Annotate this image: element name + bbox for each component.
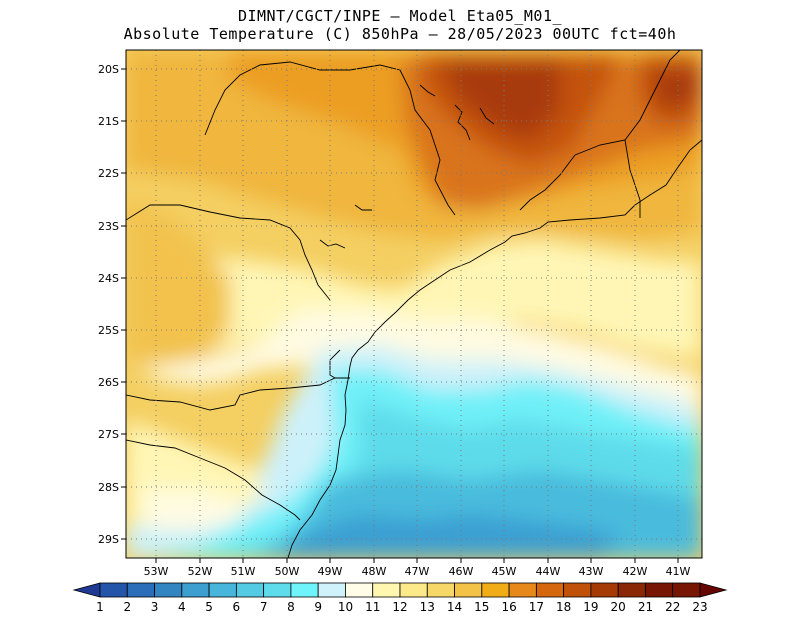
colorbar-swatch: [126, 582, 155, 598]
state-boundary: [574, 50, 681, 156]
colorbar-label: 16: [501, 600, 516, 614]
state-boundary: [329, 349, 341, 379]
state-boundary: [519, 154, 576, 211]
title-line-1: DIMNT/CGCT/INPE – Model Eta05_M01_: [237, 7, 563, 25]
state-boundary: [399, 69, 456, 216]
lon-label: 42W: [623, 565, 648, 578]
colorbar-swatch: [645, 582, 674, 598]
state-boundary: [126, 204, 331, 301]
colorbar-label: 13: [420, 600, 435, 614]
colorbar-swatch: [290, 582, 319, 598]
colorbar-swatch: [454, 582, 483, 598]
lon-label: 51W: [231, 565, 256, 578]
colorbar-swatch: [99, 582, 128, 598]
colorbar-label: 2: [123, 600, 131, 614]
lon-label: 49W: [318, 565, 343, 578]
title-line-2: Absolute Temperature (C) 850hPa – 28/05/…: [123, 25, 677, 43]
lon-label: 46W: [449, 565, 474, 578]
reservoir: [479, 107, 495, 125]
tick-marks: [121, 68, 679, 563]
colorbar-label: 8: [287, 600, 295, 614]
state-boundary: [204, 61, 401, 136]
lon-label: 53W: [144, 565, 169, 578]
lon-label: 47W: [405, 565, 430, 578]
colorbar-label: 22: [665, 600, 680, 614]
colorbar-label: 12: [392, 600, 407, 614]
colorbar-swatch: [317, 582, 346, 598]
colorbar-label: 21: [638, 600, 653, 614]
colorbar-swatch: [535, 582, 565, 598]
colorbar-swatch: [481, 582, 510, 598]
reservoir: [419, 84, 436, 97]
lat-label: 20S: [98, 63, 119, 76]
colorbar: 1 2 3 4 5 6 7 8 9 10 11 12 13 14 15 16 17 18 19 20 21 22 23: [72, 582, 728, 614]
lon-label: 50W: [275, 565, 300, 578]
lat-label: 29S: [98, 533, 119, 546]
lon-label: 43W: [579, 565, 604, 578]
coastline: [287, 139, 702, 558]
longitude-labels: 53W 52W 51W 50W 49W 48W 47W 46W 45W 44W …: [144, 565, 691, 578]
lon-label: 48W: [362, 565, 387, 578]
lat-lon-grid: [126, 50, 702, 558]
colorbar-swatch: [181, 582, 210, 598]
colorbar-label: 11: [365, 600, 380, 614]
reservoir: [454, 104, 471, 141]
state-boundary: [126, 377, 350, 411]
colorbar-label: 6: [233, 600, 241, 614]
lon-label: 52W: [188, 565, 213, 578]
lat-label: 23S: [98, 220, 119, 233]
colorbar-swatch: [345, 582, 374, 598]
colorbar-swatch: [590, 582, 619, 598]
colorbar-label: 10: [338, 600, 353, 614]
colorbar-label: 18: [556, 600, 571, 614]
colorbar-swatch: [263, 582, 292, 598]
lat-label: 28S: [98, 481, 119, 494]
colorbar-label: 20: [611, 600, 626, 614]
colorbar-swatch: [372, 582, 401, 598]
lat-label: 22S: [98, 167, 119, 180]
colorbar-label: 19: [583, 600, 598, 614]
reservoir: [319, 239, 346, 249]
colorbar-label: 14: [447, 600, 462, 614]
colorbar-label: 9: [314, 600, 322, 614]
colorbar-swatch: [563, 582, 592, 598]
colorbar-arrow-low: [72, 582, 101, 598]
lat-label: 21S: [98, 115, 119, 128]
colorbar-label: 4: [178, 600, 186, 614]
colorbar-swatch: [672, 582, 701, 598]
colorbar-swatch: [508, 582, 537, 598]
colorbar-swatch: [154, 582, 183, 598]
lon-label: 44W: [536, 565, 561, 578]
colorbar-label: 15: [474, 600, 489, 614]
colorbar-label: 5: [205, 600, 213, 614]
colorbar-swatch: [426, 582, 455, 598]
colorbar-swatch: [235, 582, 265, 598]
latitude-labels: 20S 21S 22S 23S 24S 25S 26S 27S 28S 29S: [98, 63, 119, 546]
colorbar-arrow-high: [699, 582, 728, 598]
colorbar-swatch: [208, 582, 237, 598]
lat-label: 25S: [98, 324, 119, 337]
colorbar-swatch: [399, 582, 428, 598]
colorbar-label: 23: [692, 600, 707, 614]
lat-label: 24S: [98, 272, 119, 285]
reservoir: [354, 204, 372, 211]
colorbar-label: 3: [151, 600, 159, 614]
lon-label: 41W: [666, 565, 691, 578]
temperature-field: [126, 50, 702, 558]
lat-label: 26S: [98, 376, 119, 389]
lon-label: 45W: [492, 565, 517, 578]
map-frame: [125, 49, 703, 559]
colorbar-swatch: [617, 582, 646, 598]
colorbar-label: 1: [96, 600, 104, 614]
lat-label: 27S: [98, 428, 119, 441]
colorbar-label: 17: [529, 600, 544, 614]
colorbar-label: 7: [260, 600, 268, 614]
